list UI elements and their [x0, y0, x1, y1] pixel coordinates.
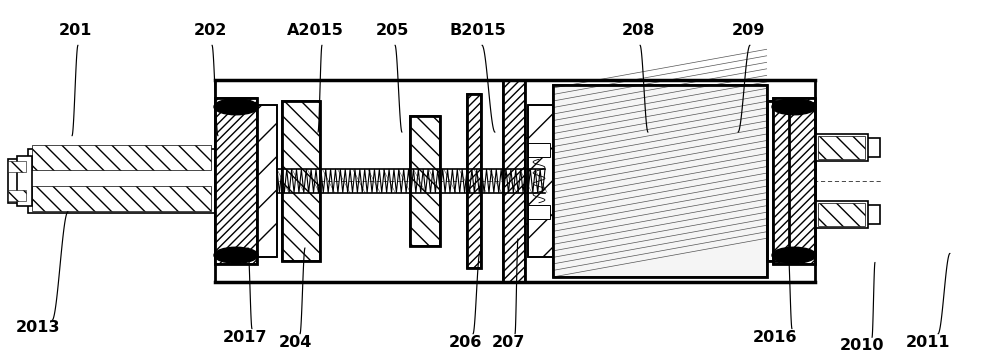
Bar: [815, 201, 868, 228]
Bar: [410, 116, 440, 246]
Bar: [8, 159, 30, 203]
Bar: [8, 190, 26, 201]
Bar: [818, 136, 865, 159]
Bar: [767, 101, 789, 261]
Bar: [528, 105, 553, 257]
Bar: [467, 94, 481, 268]
Bar: [503, 80, 525, 282]
Bar: [215, 80, 815, 282]
Text: 204: 204: [278, 334, 312, 350]
Text: 209: 209: [731, 23, 765, 38]
Bar: [17, 156, 32, 206]
Text: 205: 205: [375, 23, 409, 38]
Text: 2017: 2017: [223, 330, 267, 345]
Bar: [503, 80, 525, 282]
Bar: [528, 143, 550, 157]
Bar: [815, 134, 868, 161]
Text: 207: 207: [491, 334, 525, 350]
Bar: [32, 186, 211, 211]
Bar: [215, 98, 257, 264]
Bar: [815, 205, 880, 224]
Bar: [215, 98, 257, 264]
Bar: [467, 94, 481, 268]
Bar: [525, 138, 553, 224]
Bar: [773, 98, 815, 264]
Bar: [553, 85, 767, 277]
Bar: [553, 85, 767, 277]
Text: A2015: A2015: [287, 23, 343, 38]
Text: 2011: 2011: [906, 334, 950, 350]
Circle shape: [214, 247, 258, 263]
Circle shape: [772, 247, 816, 263]
Text: 201: 201: [58, 23, 92, 38]
Bar: [28, 149, 215, 213]
Text: 202: 202: [193, 23, 227, 38]
Bar: [32, 144, 211, 170]
Text: 2010: 2010: [840, 338, 884, 353]
Bar: [767, 101, 789, 261]
Text: 2013: 2013: [16, 320, 60, 335]
Text: 208: 208: [621, 23, 655, 38]
Bar: [257, 105, 277, 257]
Text: 2016: 2016: [753, 330, 797, 345]
Bar: [818, 203, 865, 226]
Bar: [282, 101, 320, 261]
Bar: [815, 138, 880, 157]
Bar: [282, 101, 320, 261]
Text: B2015: B2015: [450, 23, 506, 38]
Text: 206: 206: [448, 334, 482, 350]
Bar: [8, 161, 26, 172]
Bar: [528, 205, 550, 219]
Bar: [528, 105, 553, 257]
Circle shape: [214, 99, 258, 115]
Bar: [773, 98, 815, 264]
Bar: [410, 116, 440, 246]
Bar: [257, 105, 277, 257]
Circle shape: [772, 99, 816, 115]
